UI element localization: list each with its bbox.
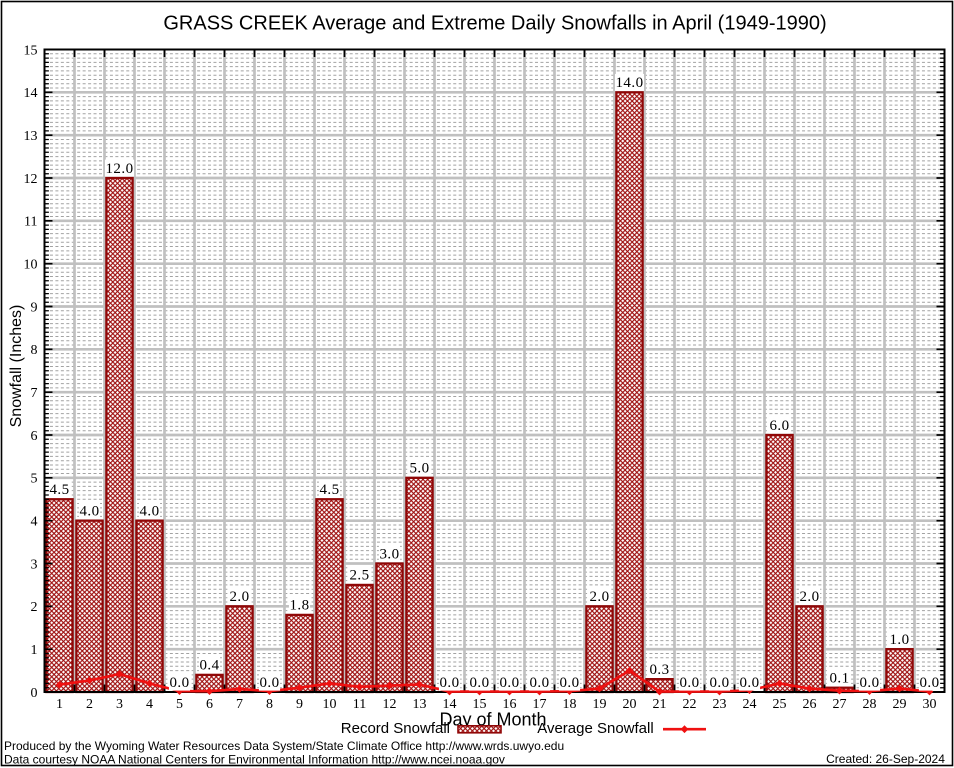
svg-text:6: 6 <box>31 429 38 444</box>
svg-text:2: 2 <box>86 697 93 712</box>
svg-text:14: 14 <box>24 86 38 101</box>
svg-text:4: 4 <box>146 697 153 712</box>
svg-text:Produced by the Wyoming Water: Produced by the Wyoming Water Resources … <box>4 739 564 753</box>
svg-text:Record Snowfall: Record Snowfall <box>341 720 450 737</box>
svg-text:3: 3 <box>31 557 38 572</box>
svg-text:29: 29 <box>893 697 907 712</box>
svg-text:5: 5 <box>176 697 183 712</box>
svg-text:2: 2 <box>31 600 38 615</box>
svg-text:7: 7 <box>236 697 243 712</box>
svg-text:9: 9 <box>31 300 38 315</box>
svg-text:23: 23 <box>713 697 727 712</box>
svg-text:11: 11 <box>353 697 366 712</box>
svg-text:0.4: 0.4 <box>199 658 219 674</box>
svg-text:0.0: 0.0 <box>559 675 579 691</box>
svg-text:12.0: 12.0 <box>105 161 133 177</box>
svg-text:0.0: 0.0 <box>709 675 729 691</box>
svg-text:3: 3 <box>116 697 123 712</box>
svg-text:8: 8 <box>266 697 273 712</box>
svg-text:4.0: 4.0 <box>139 503 159 519</box>
svg-text:1: 1 <box>56 697 63 712</box>
svg-text:14.0: 14.0 <box>615 75 643 91</box>
svg-text:5.0: 5.0 <box>409 461 429 477</box>
svg-text:Data courtesy NOAA National Ce: Data courtesy NOAA National Centers for … <box>4 753 505 767</box>
svg-text:4.0: 4.0 <box>79 503 99 519</box>
svg-text:0.0: 0.0 <box>439 675 459 691</box>
svg-text:0.0: 0.0 <box>529 675 549 691</box>
svg-text:1.0: 1.0 <box>889 632 909 648</box>
svg-text:18: 18 <box>563 697 577 712</box>
svg-text:3.0: 3.0 <box>379 546 399 562</box>
svg-text:Average Snowfall: Average Snowfall <box>537 720 653 737</box>
svg-text:4.5: 4.5 <box>49 482 69 498</box>
svg-text:13: 13 <box>413 697 427 712</box>
svg-text:5: 5 <box>31 472 38 487</box>
svg-text:22: 22 <box>683 697 697 712</box>
svg-text:0.1: 0.1 <box>829 671 849 687</box>
svg-text:27: 27 <box>833 697 847 712</box>
svg-text:19: 19 <box>593 697 607 712</box>
svg-text:2.5: 2.5 <box>349 568 369 584</box>
svg-text:6: 6 <box>206 697 213 712</box>
svg-text:0.0: 0.0 <box>169 675 189 691</box>
svg-text:13: 13 <box>24 129 38 144</box>
svg-text:26: 26 <box>803 697 817 712</box>
svg-text:8: 8 <box>31 343 38 358</box>
svg-text:14: 14 <box>443 697 457 712</box>
svg-text:20: 20 <box>623 697 637 712</box>
svg-text:1: 1 <box>31 643 38 658</box>
svg-text:4.5: 4.5 <box>319 482 339 498</box>
svg-text:25: 25 <box>773 697 787 712</box>
svg-text:17: 17 <box>533 697 547 712</box>
svg-text:GRASS CREEK Average and Extrem: GRASS CREEK Average and Extreme Daily Sn… <box>163 13 826 35</box>
svg-text:1.8: 1.8 <box>289 598 309 614</box>
svg-text:16: 16 <box>503 697 517 712</box>
svg-text:21: 21 <box>653 697 667 712</box>
svg-text:15: 15 <box>24 43 38 58</box>
svg-text:Day of Month: Day of Month <box>439 710 546 730</box>
svg-text:0.0: 0.0 <box>499 675 519 691</box>
svg-text:0.0: 0.0 <box>679 675 699 691</box>
svg-text:4: 4 <box>31 514 38 529</box>
svg-text:10: 10 <box>323 697 337 712</box>
svg-text:0.0: 0.0 <box>919 675 939 691</box>
svg-text:0.0: 0.0 <box>739 675 759 691</box>
svg-text:24: 24 <box>743 697 757 712</box>
svg-text:0.0: 0.0 <box>469 675 489 691</box>
svg-text:10: 10 <box>24 257 38 272</box>
svg-text:7: 7 <box>31 386 38 401</box>
svg-text:6.0: 6.0 <box>769 418 789 434</box>
svg-text:2.0: 2.0 <box>799 589 819 605</box>
svg-text:0.0: 0.0 <box>859 675 879 691</box>
svg-text:0: 0 <box>31 686 38 701</box>
svg-text:11: 11 <box>24 215 37 230</box>
svg-text:Created: 26-Sep-2024: Created: 26-Sep-2024 <box>826 752 945 766</box>
svg-text:12: 12 <box>383 697 397 712</box>
svg-text:Snowfall (Inches): Snowfall (Inches) <box>8 305 25 428</box>
svg-text:28: 28 <box>863 697 877 712</box>
svg-text:15: 15 <box>473 697 487 712</box>
svg-text:2.0: 2.0 <box>229 589 249 605</box>
svg-text:0.3: 0.3 <box>649 662 669 678</box>
svg-text:2.0: 2.0 <box>589 589 609 605</box>
svg-text:0.0: 0.0 <box>259 675 279 691</box>
svg-text:30: 30 <box>923 697 937 712</box>
svg-text:9: 9 <box>296 697 303 712</box>
svg-text:12: 12 <box>24 172 38 187</box>
